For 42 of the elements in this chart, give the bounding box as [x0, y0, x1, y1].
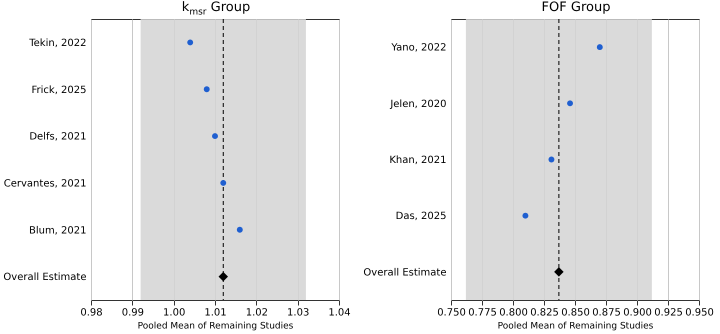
point	[567, 100, 573, 106]
x-tick-label: 0.99	[122, 308, 144, 318]
x-tick-label: 0.850	[561, 308, 590, 318]
x-tick-label: 0.925	[654, 308, 683, 318]
y-tick-label: Jelen, 2020	[389, 98, 446, 110]
point	[522, 212, 528, 219]
chart-title: FOF Group	[540, 0, 612, 16]
x-axis-title: Pooled Mean of Remaining Studies	[138, 322, 294, 332]
y-tick-label: Overall Estimate	[363, 267, 446, 278]
point	[554, 267, 564, 277]
x-tick-label: 1.00	[163, 308, 186, 318]
point	[596, 44, 603, 50]
point	[220, 180, 226, 186]
x-tick-label: 1.03	[287, 308, 310, 318]
y-tick-label: Tekin, 2022	[28, 38, 86, 49]
point	[548, 156, 554, 162]
point	[236, 226, 243, 233]
x-tick-label: 0.800	[499, 308, 528, 318]
y-tick-label: Das, 2025	[396, 211, 446, 222]
y-tick-label: Cervantes, 2021	[4, 178, 86, 190]
x-tick-label: 1.04	[328, 308, 351, 318]
x-tick-label: 1.02	[246, 308, 268, 318]
x-tick-label: 0.98	[80, 308, 103, 318]
y-tick-label: Delfs, 2021	[29, 132, 86, 143]
x-tick-label: 0.950	[685, 308, 714, 318]
point	[218, 272, 228, 282]
y-tick-label: Overall Estimate	[3, 272, 86, 284]
y-tick-label: Khan, 2021	[389, 155, 446, 166]
y-tick-label: Blum, 2021	[28, 225, 86, 236]
point	[212, 133, 218, 140]
x-axis-title: Pooled Mean of Remaining Studies	[498, 322, 654, 332]
x-tick-label: 1.01	[204, 308, 227, 318]
x-tick-label: 0.825	[530, 308, 559, 318]
x-tick-label: 0.775	[468, 308, 497, 318]
y-tick-label: Yano, 2022	[390, 42, 446, 54]
x-tick-label: 0.900	[623, 308, 652, 318]
point	[204, 86, 210, 92]
x-tick-label: 0.750	[437, 308, 466, 318]
x-tick-label: 0.875	[592, 308, 621, 318]
point	[187, 39, 194, 46]
y-tick-label: Frick, 2025	[31, 84, 86, 96]
chart-title: k$_{msr}$ Group	[180, 0, 252, 18]
